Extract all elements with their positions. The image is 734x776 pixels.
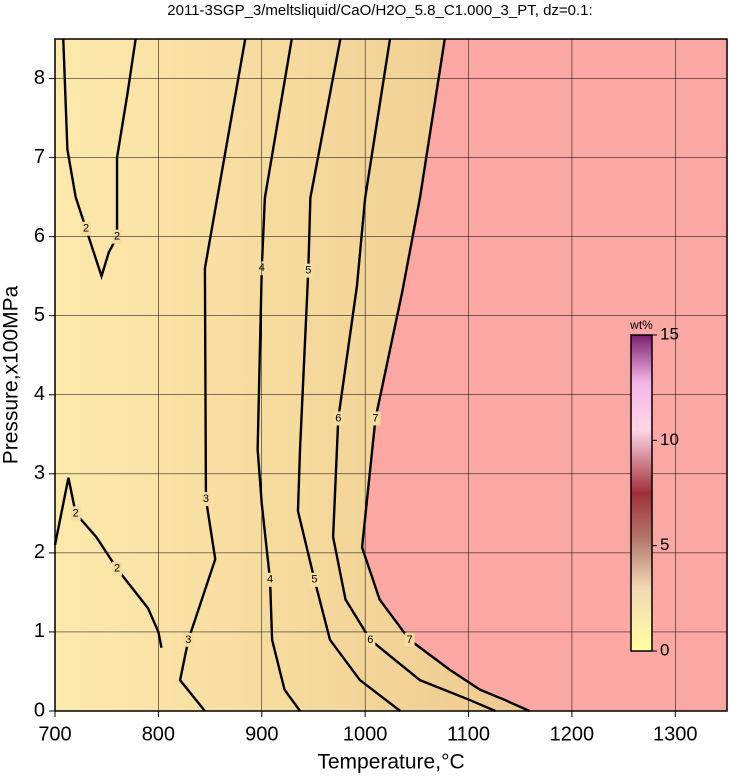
x-tick-label: 1200 (550, 723, 595, 745)
y-tick-label: 2 (34, 541, 45, 563)
colorbar-tick-label: 0 (660, 640, 669, 659)
contour-label: 5 (311, 574, 317, 586)
colorbar (630, 334, 653, 652)
contour-label: 3 (203, 493, 209, 505)
colorbar-label: wt% (629, 318, 653, 332)
colorbar-tick-label: 10 (660, 430, 679, 449)
x-tick-label: 900 (245, 723, 278, 745)
contour-label-bg (200, 492, 211, 507)
contour-label: 6 (335, 412, 341, 424)
colorbar-tick-label: 5 (660, 535, 669, 554)
contour-label: 7 (372, 412, 378, 424)
contour-label: 4 (267, 574, 273, 586)
contour-label: 6 (367, 634, 373, 646)
contour-label: 3 (185, 634, 191, 646)
contour-line (296, 38, 402, 712)
y-tick-label: 6 (34, 225, 45, 247)
y-tick-label: 3 (34, 462, 45, 484)
x-tick-label: 800 (142, 723, 175, 745)
contour-label-bg (70, 506, 81, 521)
x-tick-label: 700 (38, 723, 71, 745)
y-tick-label: 4 (34, 383, 45, 405)
y-tick-label: 5 (34, 304, 45, 326)
contour-line (178, 38, 247, 712)
contour-label-bg (370, 411, 381, 426)
contour-label-bg (365, 632, 376, 647)
contour-label-bg (183, 632, 194, 647)
contour-label: 5 (305, 265, 311, 277)
y-tick-label: 0 (34, 699, 45, 721)
contour-line (62, 38, 137, 281)
y-tick-label: 8 (34, 67, 45, 89)
contour-label: 7 (407, 634, 413, 646)
y-axis-label: Pressure,x100MPa (0, 285, 23, 464)
contour-label-bg (112, 561, 123, 576)
contour-label: 2 (73, 507, 79, 519)
contour-line (331, 38, 496, 713)
contour-line (360, 38, 531, 713)
x-axis-label: Temperature,°C (317, 751, 464, 774)
contour-label-bg (81, 221, 92, 236)
contour-label: 2 (114, 563, 120, 575)
y-tick-label: 1 (34, 620, 45, 642)
contour-label-bg (265, 572, 276, 587)
contour-label-bg (309, 572, 320, 587)
contour-label: 2 (83, 223, 89, 235)
plot-frame (54, 38, 728, 712)
colorbar-tick-label: 15 (660, 324, 679, 343)
contour-label-bg (404, 632, 415, 647)
chart-title: 2011-3SGP_3/meltsliquid/CaO/H2O_5.8_C1.0… (167, 2, 592, 19)
contour-label-bg (333, 411, 344, 426)
x-tick-label: 1000 (343, 723, 388, 745)
y-tick-label: 7 (34, 146, 45, 168)
x-tick-label: 1100 (447, 723, 490, 745)
x-tick-label: 1300 (653, 723, 698, 745)
contour-label-bg (303, 263, 314, 278)
